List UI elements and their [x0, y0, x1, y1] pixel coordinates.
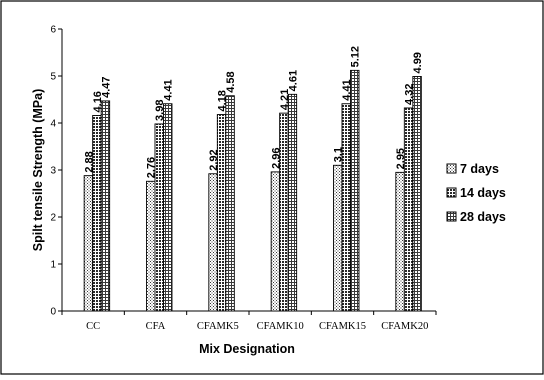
bar-cfamk20-7-days	[395, 171, 405, 312]
legend-swatch-7-days	[446, 163, 457, 174]
bar-label-cfamk5-7-days: 2.92	[208, 149, 220, 170]
y-tick-label-0: 0	[50, 307, 56, 318]
bar-cfa-28-days	[163, 103, 173, 312]
legend-label-28-days: 28 days	[460, 210, 506, 224]
x-tick-label-cfamk15: CFAMK15	[319, 321, 366, 332]
bar-cfamk20-14-days	[403, 107, 414, 312]
y-axis-title: Spilt tensile Strength (MPa)	[31, 89, 45, 252]
bar-cc-28-days	[100, 100, 111, 312]
legend: 7 days 14 days 28 days	[446, 162, 506, 224]
y-axis-ticks: 0 1 2 3 4 5 6	[50, 25, 62, 318]
x-axis-title: Mix Designation	[199, 342, 295, 356]
bar-cfamk5-28-days	[225, 95, 235, 312]
legend-label-14-days: 14 days	[460, 186, 506, 200]
bar-cc-7-days	[83, 175, 94, 312]
bar-labels-group: 2.884.164.472.763.984.412.924.184.582.96…	[83, 46, 424, 178]
bar-cfa-14-days	[154, 123, 164, 312]
bar-cfamk5-7-days	[208, 173, 218, 312]
bar-label-cfa-14-days: 3.98	[154, 100, 166, 121]
bar-label-cfa-28-days: 4.41	[163, 79, 175, 100]
bar-cc-14-days	[92, 115, 102, 312]
bar-label-cfamk15-7-days: 3.1	[333, 147, 345, 162]
bar-label-cfamk5-28-days: 4.58	[225, 71, 237, 92]
bar-label-cfamk15-28-days: 5.12	[350, 46, 362, 67]
x-tick-label-cfamk20: CFAMK20	[381, 321, 428, 332]
bar-cfamk15-28-days	[350, 69, 360, 312]
bar-label-cfamk20-28-days: 4.99	[412, 52, 424, 73]
y-tick-label-2: 2	[50, 213, 56, 224]
bar-cfamk10-28-days	[287, 93, 298, 312]
bar-cfamk5-14-days	[216, 114, 227, 312]
bar-label-cfamk20-7-days: 2.95	[395, 148, 407, 169]
bar-cfamk10-14-days	[279, 112, 289, 312]
legend-swatch-28-days	[446, 211, 457, 222]
bar-label-cfa-7-days: 2.76	[146, 157, 158, 178]
bars-group	[83, 69, 422, 312]
x-tick-label-cfamk5: CFAMK5	[197, 321, 239, 332]
bar-label-cfamk20-14-days: 4.32	[404, 84, 416, 105]
y-tick-label-3: 3	[50, 166, 56, 177]
bar-label-cfamk5-14-days: 4.18	[217, 90, 229, 111]
bar-label-cc-7-days: 2.88	[83, 151, 95, 172]
bar-label-cfamk15-14-days: 4.41	[341, 79, 353, 100]
x-tick-label-cfa: CFA	[146, 321, 166, 332]
x-tick-label-cfamk10: CFAMK10	[257, 321, 304, 332]
y-tick-label-4: 4	[50, 119, 56, 130]
bar-cfamk15-14-days	[341, 103, 351, 312]
legend-swatch-14-days	[446, 187, 457, 198]
legend-label-7-days: 7 days	[460, 162, 499, 176]
bar-label-cc-28-days: 4.47	[100, 76, 112, 97]
y-tick-label-1: 1	[50, 260, 56, 271]
bar-cfamk20-28-days	[412, 76, 422, 312]
bar-cfamk10-7-days	[270, 171, 281, 312]
bar-label-cfamk10-28-days: 4.61	[287, 70, 299, 91]
bar-label-cfamk10-7-days: 2.96	[270, 147, 282, 168]
x-tick-label-cc: CC	[86, 321, 100, 332]
y-tick-label-6: 6	[50, 25, 56, 36]
x-axis-ticks: CC CFA CFAMK5 CFAMK10 CFAMK15 CFAMK20	[61, 311, 437, 332]
bar-label-cfamk10-14-days: 4.21	[279, 89, 291, 110]
bar-cfamk15-7-days	[333, 164, 343, 312]
bar-label-cc-14-days: 4.16	[92, 91, 104, 112]
bar-cfa-7-days	[146, 180, 156, 312]
y-tick-label-5: 5	[50, 72, 56, 83]
